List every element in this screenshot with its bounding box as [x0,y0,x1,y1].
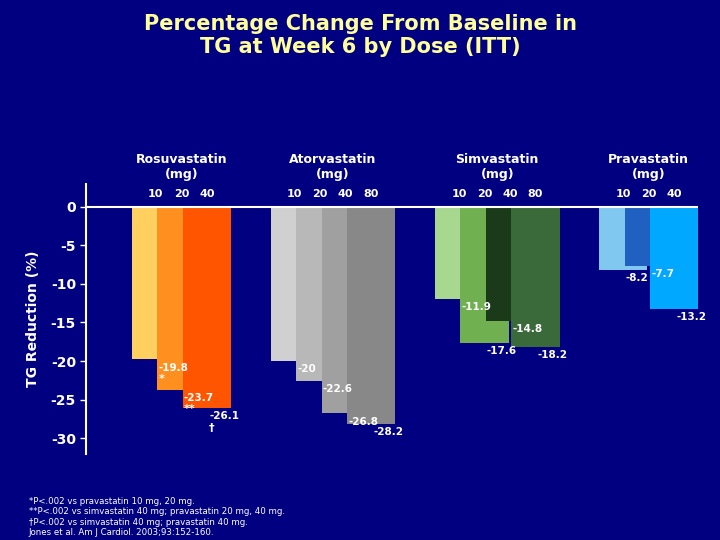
Bar [271,207,319,361]
Text: †: † [210,423,215,433]
Text: *P<.002 vs pravastatin 10 mg, 20 mg.
**P<.002 vs simvastatin 40 mg; pravastatin : *P<.002 vs pravastatin 10 mg, 20 mg. **P… [29,497,285,537]
Text: 40: 40 [503,189,518,199]
Text: -26.8: -26.8 [348,416,378,427]
Text: 40: 40 [338,189,354,199]
Text: 10: 10 [148,189,163,199]
Text: Percentage Change From Baseline in
TG at Week 6 by Dose (ITT): Percentage Change From Baseline in TG at… [143,14,577,57]
Bar [157,207,205,389]
Bar [132,207,180,360]
Text: 80: 80 [528,189,543,199]
Text: 20: 20 [312,189,328,199]
Text: 20: 20 [477,189,492,199]
Text: 10: 10 [616,189,631,199]
Bar [650,207,698,308]
Text: 20: 20 [641,189,657,199]
Text: 20: 20 [174,189,189,199]
Y-axis label: TG Reduction (%): TG Reduction (%) [26,251,40,387]
Text: -18.2: -18.2 [538,350,568,360]
Text: -13.2: -13.2 [677,312,707,322]
Text: -23.7: -23.7 [184,393,214,403]
Text: -17.6: -17.6 [487,346,517,356]
Text: Pravastatin
(mg): Pravastatin (mg) [608,153,689,181]
Text: -11.9: -11.9 [462,302,491,312]
Text: -7.7: -7.7 [651,269,674,279]
Text: -28.2: -28.2 [374,427,403,437]
Text: **: ** [184,404,195,414]
Text: -22.6: -22.6 [323,384,353,394]
Text: -20: -20 [297,364,316,374]
Bar [296,207,344,381]
Text: 40: 40 [667,189,682,199]
Text: 80: 80 [364,189,379,199]
Text: Simvastatin
(mg): Simvastatin (mg) [456,153,539,181]
Text: Rosuvastatin
(mg): Rosuvastatin (mg) [135,153,227,181]
Bar [435,207,483,299]
Text: *: * [158,374,164,384]
Bar [599,207,647,270]
Text: -14.8: -14.8 [513,324,542,334]
Bar [625,207,673,266]
Bar [322,207,370,414]
Text: 40: 40 [199,189,215,199]
Text: -19.8: -19.8 [158,362,188,373]
Text: Atorvastatin
(mg): Atorvastatin (mg) [289,153,377,181]
Text: 10: 10 [451,189,467,199]
Text: -26.1: -26.1 [210,411,239,421]
Bar [486,207,534,321]
Bar [511,207,559,347]
Bar [460,207,508,342]
Bar [183,207,231,408]
Text: -8.2: -8.2 [626,273,649,283]
Text: 10: 10 [287,189,302,199]
Bar [347,207,395,424]
